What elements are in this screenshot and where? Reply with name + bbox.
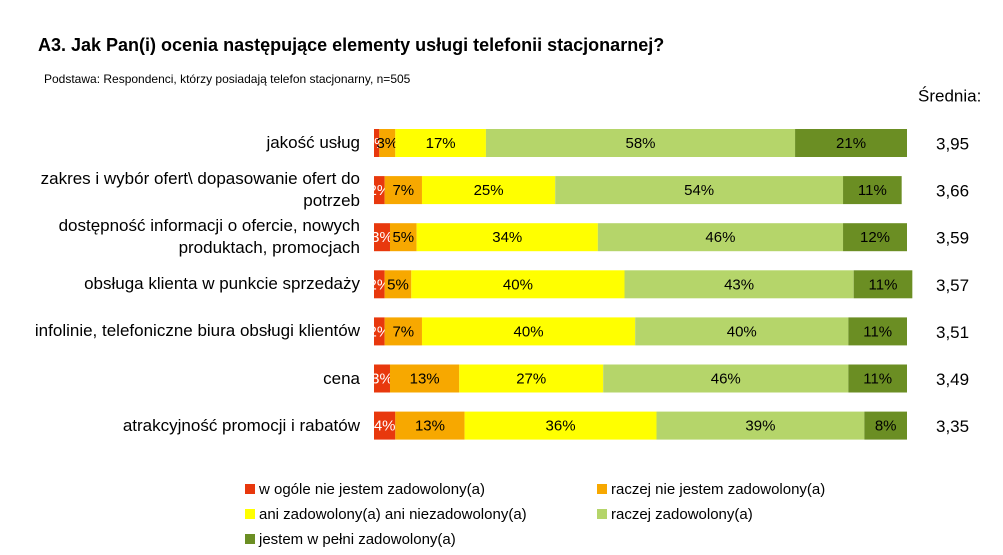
- bar-segment: [795, 129, 907, 157]
- bar-segment: [374, 176, 385, 205]
- bar-segment: [379, 129, 396, 157]
- value-label: 17%: [426, 135, 456, 152]
- bar-segment: [555, 176, 844, 205]
- value-label: 11%: [863, 323, 892, 340]
- legend-label: raczej zadowolony(a): [611, 506, 753, 523]
- category-label: cena: [323, 368, 360, 388]
- value-label: 8%: [875, 418, 897, 435]
- value-label: 40%: [514, 323, 544, 340]
- value-label: 40%: [503, 276, 533, 293]
- bar-segment: [848, 364, 907, 393]
- bar-segment: [384, 317, 422, 346]
- bar-segment: [389, 223, 417, 252]
- bar-segment: [635, 317, 849, 346]
- bar-segment: [656, 411, 865, 440]
- bar-segment: [624, 270, 854, 299]
- bar-segment: [848, 317, 907, 346]
- category-label: zakres i wybór ofert\ dopasowanie ofert …: [40, 169, 360, 211]
- average-value: 3,35: [936, 417, 969, 436]
- bar-segment: [416, 223, 598, 252]
- value-label: 46%: [705, 229, 735, 246]
- value-label: 3%: [371, 370, 393, 387]
- category-label: dostępność informacji o ofercie, nowych …: [58, 216, 360, 258]
- bar-segment: [384, 176, 422, 205]
- category-label: atrakcyjność promocji i rabatów: [122, 415, 360, 435]
- bar-segment: [395, 129, 486, 157]
- legend-marker: [245, 484, 255, 494]
- value-label: 36%: [546, 418, 576, 435]
- bar-segment: [374, 270, 385, 299]
- average-value: 3,49: [936, 370, 969, 389]
- bar-segment: [843, 176, 902, 205]
- bar-segment: [459, 364, 604, 393]
- bar-segment: [464, 411, 657, 440]
- bar-segment: [374, 364, 390, 393]
- value-label: 21%: [836, 135, 866, 152]
- average-title: Średnia:: [918, 86, 981, 105]
- category-label: infolinie, telefoniczne biura obsługi kl…: [34, 321, 360, 341]
- bar-segment: [374, 317, 385, 346]
- bar-segment: [374, 223, 390, 252]
- bar-segment: [485, 129, 796, 157]
- value-label: 4%: [374, 418, 396, 435]
- bar-segment: [864, 411, 907, 440]
- value-label: 54%: [684, 182, 714, 199]
- value-label: 3%: [376, 135, 398, 152]
- bar-segment: [411, 270, 625, 299]
- bar-segment: [597, 223, 844, 252]
- value-label: 7%: [392, 323, 414, 340]
- value-label: 27%: [516, 370, 546, 387]
- bar-segment: [843, 223, 907, 252]
- legend-label: w ogóle nie jestem zadowolony(a): [258, 481, 485, 498]
- legend-label: raczej nie jestem zadowolony(a): [611, 481, 825, 498]
- legend-label: ani zadowolony(a) ani niezadowolony(a): [259, 506, 527, 523]
- legend-marker: [597, 484, 607, 494]
- average-value: 3,51: [936, 323, 969, 342]
- value-label: 11%: [869, 276, 898, 293]
- value-label: 11%: [858, 182, 887, 199]
- average-value: 3,57: [936, 276, 969, 295]
- bar-segment: [384, 270, 412, 299]
- chart-title: A3. Jak Pan(i) ocenia następujące elemen…: [38, 35, 664, 55]
- legend-marker: [245, 509, 255, 519]
- value-label: 7%: [392, 182, 414, 199]
- bar-segment: [374, 411, 396, 440]
- legend-marker: [245, 534, 255, 544]
- value-label: 12%: [860, 229, 890, 246]
- value-label: 43%: [724, 276, 754, 293]
- legend-label: jestem w pełni zadowolony(a): [258, 531, 456, 548]
- category-label: obsługa klienta w punkcie sprzedaży: [84, 274, 360, 294]
- average-value: 3,59: [936, 229, 969, 248]
- bar-segment: [603, 364, 849, 393]
- value-label: 3%: [371, 229, 393, 246]
- value-label: 39%: [745, 418, 775, 435]
- category-label: jakość usług: [266, 133, 360, 152]
- value-label: 46%: [711, 370, 741, 387]
- value-label: 13%: [410, 370, 440, 387]
- chart-subtitle: Podstawa: Respondenci, którzy posiadają …: [44, 72, 411, 86]
- value-label: 5%: [392, 229, 414, 246]
- legend-marker: [597, 509, 607, 519]
- bar-segment: [421, 317, 636, 346]
- average-value: 3,66: [936, 182, 969, 201]
- value-label: 13%: [415, 418, 445, 435]
- bar-segment: [389, 364, 460, 393]
- value-label: 34%: [492, 229, 522, 246]
- value-label: 25%: [474, 182, 504, 199]
- value-label: 58%: [625, 135, 655, 152]
- bar-segment: [421, 176, 556, 205]
- average-value: 3,95: [936, 134, 969, 153]
- value-label: 5%: [387, 276, 409, 293]
- bar-segment: [395, 411, 465, 440]
- value-label: 11%: [863, 370, 892, 387]
- bar-segment: [374, 129, 380, 157]
- value-label: 40%: [727, 323, 757, 340]
- bar-segment: [853, 270, 913, 299]
